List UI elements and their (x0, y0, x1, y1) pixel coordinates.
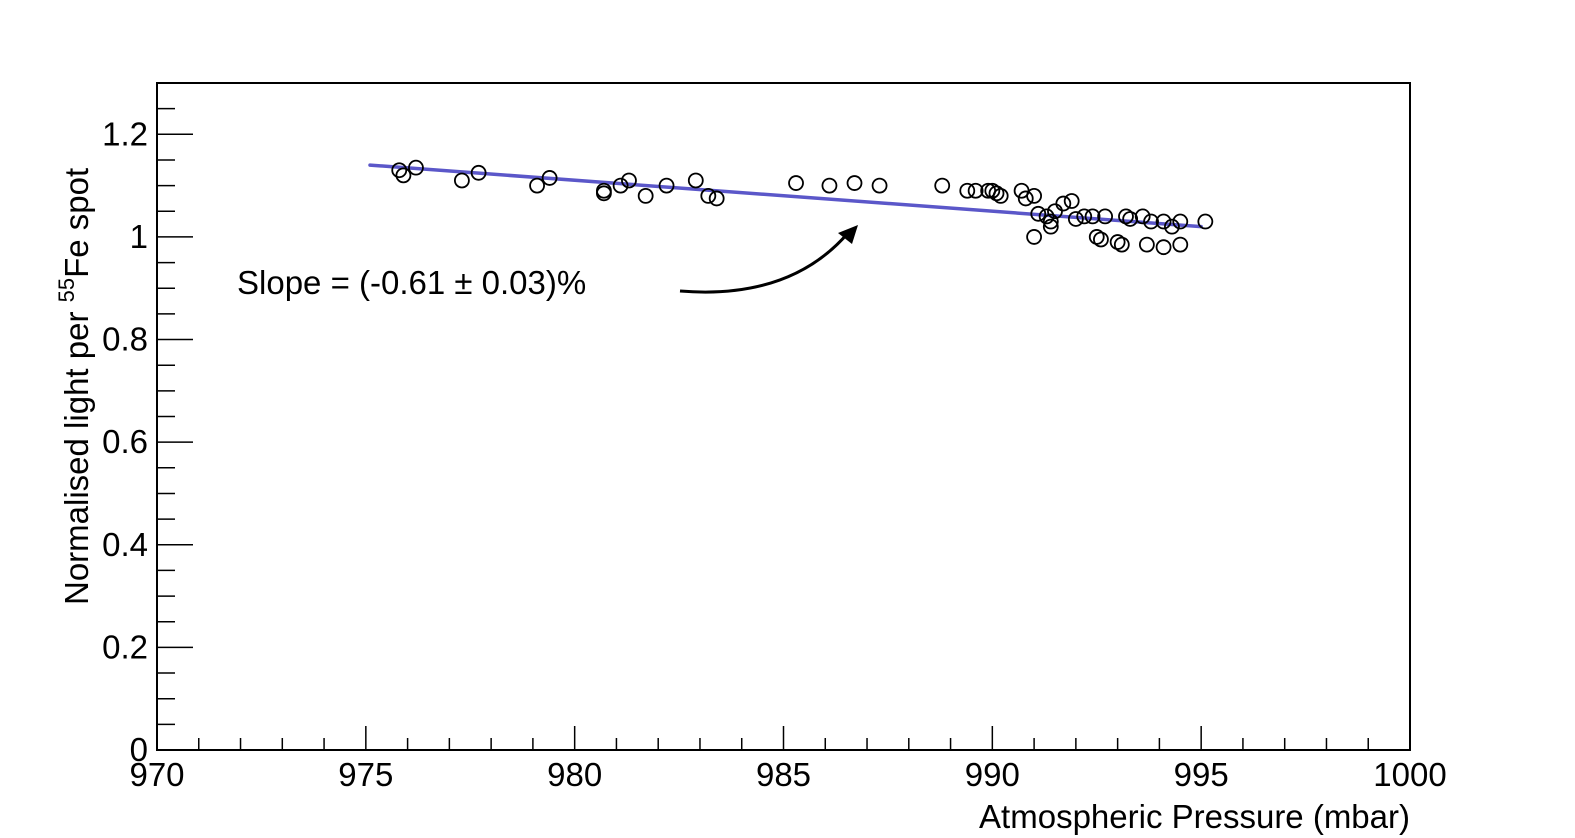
data-point (1093, 231, 1109, 248)
data-point (1143, 213, 1159, 230)
y-tick-label: 0.4 (102, 526, 148, 563)
data-point (1155, 239, 1172, 256)
data-point (621, 172, 637, 189)
data-point (871, 177, 888, 194)
y-axis-title: Normalised light per 55Fe spot (54, 168, 95, 605)
data-point (1088, 229, 1105, 245)
data-point (1122, 211, 1139, 227)
x-tick-label: 995 (1174, 756, 1229, 793)
data-point (529, 177, 545, 194)
x-tick-label: 985 (756, 756, 811, 793)
data-point (541, 170, 558, 186)
slope-annotation: Slope = (-0.61 ± 0.03)% (237, 264, 586, 301)
data-point (700, 187, 717, 204)
plot-frame (156, 82, 1411, 751)
data-point (846, 175, 863, 191)
data-point (1067, 211, 1084, 227)
annotation-arrow (679, 232, 850, 294)
data-point (658, 177, 675, 194)
data-point (1084, 208, 1101, 225)
data-point (1042, 218, 1059, 235)
data-point (612, 177, 629, 194)
data-point (1030, 205, 1047, 222)
data-point (821, 177, 838, 194)
x-axis-title: Atmospheric Pressure (mbar) (979, 798, 1410, 835)
data-point (1017, 190, 1034, 207)
x-tick-label: 975 (338, 756, 393, 793)
data-point (1138, 236, 1155, 253)
data-point (934, 177, 951, 194)
data-point (1164, 218, 1180, 235)
data-point (988, 185, 1005, 202)
y-tick-label: 0.6 (102, 423, 148, 460)
data-point (984, 182, 1001, 199)
y-axis: 0 0.2 0.4 0.6 0.8 1 1.2 (102, 82, 193, 768)
y-tick-label: 0 (130, 731, 148, 768)
data-point (1109, 234, 1126, 250)
y-tick-label: 1 (130, 218, 148, 255)
data-point (1055, 195, 1072, 212)
data-point (391, 162, 408, 179)
x-tick-label: 1000 (1373, 756, 1446, 793)
fit-line (368, 163, 1203, 229)
arrowhead-icon (838, 225, 858, 244)
data-point (708, 190, 725, 207)
data-point (687, 172, 704, 189)
data-point (1118, 208, 1134, 225)
data-point (1172, 236, 1189, 253)
data-point (1038, 208, 1055, 225)
x-tick-label: 970 (129, 756, 184, 793)
data-point (1113, 236, 1130, 253)
data-point (1076, 208, 1093, 225)
data-point (1197, 213, 1214, 230)
data-point (1026, 229, 1042, 245)
data-point (1042, 213, 1059, 230)
data-point (453, 172, 470, 189)
x-axis: 970 975 980 985 990 995 1000 (129, 726, 1447, 793)
x-tick-label: 990 (965, 756, 1020, 793)
y-tick-label: 0.8 (102, 321, 148, 358)
x-tick-label: 980 (547, 756, 602, 793)
data-point (967, 182, 984, 199)
data-point (1026, 187, 1042, 204)
y-tick-label: 0.2 (102, 628, 148, 665)
data-point (1172, 213, 1189, 230)
data-point (1134, 208, 1151, 225)
data-point (1063, 193, 1080, 209)
data-point (788, 175, 804, 191)
data-point (1155, 213, 1172, 230)
data-points (391, 159, 1214, 256)
y-tick-label: 1.2 (102, 115, 148, 152)
data-point (637, 187, 654, 204)
data-point (408, 159, 424, 176)
data-point (959, 182, 976, 199)
data-point (395, 167, 412, 184)
data-point (470, 164, 487, 181)
data-point (596, 185, 612, 202)
data-point (992, 187, 1009, 204)
data-point (1097, 208, 1114, 225)
